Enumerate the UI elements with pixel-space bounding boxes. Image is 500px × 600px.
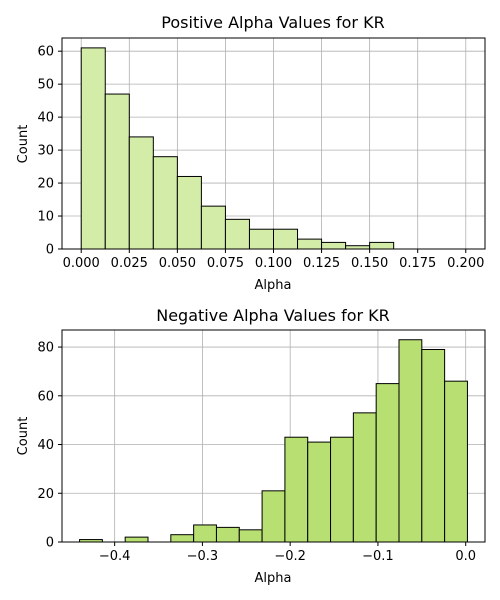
y-axis-label: Count bbox=[16, 125, 31, 164]
y-tick-label: 60 bbox=[37, 45, 54, 60]
histogram-bar bbox=[273, 228, 299, 250]
x-ticks: −0.4 −0.3 −0.2 −0.1 0.0 bbox=[99, 542, 476, 564]
x-tick-label: 0.150 bbox=[351, 256, 388, 271]
y-tick-label: 60 bbox=[37, 389, 54, 404]
y-tick-label: 20 bbox=[37, 487, 54, 502]
histogram-bar bbox=[248, 228, 275, 250]
histogram-bar bbox=[238, 529, 263, 543]
histogram-bar bbox=[170, 534, 195, 543]
x-axis-label: Alpha bbox=[255, 571, 292, 586]
x-tick-label: 0.0 bbox=[455, 549, 476, 564]
x-tick-label: 0.175 bbox=[399, 256, 436, 271]
histogram-bar bbox=[261, 490, 286, 543]
positive-alpha-histogram: Positive Alpha Values for KR 0.000 0.025 0… bbox=[16, 13, 486, 293]
x-tick-label: −0.2 bbox=[274, 549, 306, 564]
y-tick-label: 40 bbox=[37, 111, 54, 126]
x-tick-label: 0.075 bbox=[207, 256, 244, 271]
y-tick-label: 20 bbox=[37, 177, 54, 192]
y-tick-label: 0 bbox=[46, 243, 54, 258]
x-axis-label: Alpha bbox=[255, 278, 292, 293]
histogram-bar bbox=[284, 436, 309, 543]
histogram-bar bbox=[224, 218, 250, 250]
histogram-bar bbox=[375, 383, 400, 543]
x-tick-label: 0.200 bbox=[447, 256, 484, 271]
histogram-bar bbox=[297, 238, 323, 250]
histogram-bar bbox=[321, 241, 347, 250]
x-ticks: 0.000 0.025 0.050 0.075 0.100 0.125 0.150 0.175… bbox=[63, 249, 484, 271]
histogram-bars bbox=[80, 47, 395, 250]
y-tick-label: 80 bbox=[37, 341, 54, 356]
x-tick-label: 0.100 bbox=[255, 256, 292, 271]
y-tick-label: 50 bbox=[37, 78, 54, 93]
histogram-bar bbox=[124, 536, 149, 543]
histogram-bar bbox=[330, 436, 354, 543]
histogram-bar bbox=[152, 156, 178, 250]
chart-title: Positive Alpha Values for KR bbox=[161, 13, 384, 32]
histogram-bar bbox=[421, 348, 446, 543]
histogram-bar bbox=[200, 205, 226, 250]
x-tick-label: 0.050 bbox=[159, 256, 196, 271]
histogram-bar bbox=[104, 93, 130, 250]
histogram-bar bbox=[215, 526, 240, 543]
histogram-bar bbox=[176, 175, 202, 250]
y-ticks: 0 10 20 30 40 50 60 bbox=[37, 45, 62, 258]
x-tick-label: −0.3 bbox=[187, 549, 219, 564]
y-tick-label: 10 bbox=[37, 210, 54, 225]
histogram-bar bbox=[307, 441, 332, 543]
x-tick-label: −0.4 bbox=[99, 549, 131, 564]
y-tick-label: 40 bbox=[37, 438, 54, 453]
x-tick-label: 0.125 bbox=[303, 256, 340, 271]
histogram-bar bbox=[369, 241, 395, 250]
histogram-bars bbox=[79, 339, 468, 543]
histogram-bar bbox=[444, 380, 468, 543]
x-tick-label: 0.000 bbox=[63, 256, 100, 271]
histogram-bar bbox=[80, 47, 106, 250]
negative-alpha-histogram: Negative Alpha Values for KR −0.4 −0.3 −0.… bbox=[16, 306, 486, 586]
histogram-bar bbox=[352, 412, 377, 543]
chart-title: Negative Alpha Values for KR bbox=[156, 306, 390, 325]
axes-frame bbox=[61, 329, 486, 543]
y-ticks: 0 20 40 60 80 bbox=[37, 341, 62, 551]
y-axis-label: Count bbox=[16, 417, 31, 456]
y-tick-label: 0 bbox=[46, 536, 54, 551]
x-tick-label: 0.025 bbox=[111, 256, 148, 271]
histogram-bar bbox=[128, 136, 154, 250]
y-tick-label: 30 bbox=[37, 144, 54, 159]
x-tick-label: −0.1 bbox=[362, 549, 394, 564]
histogram-bar bbox=[193, 524, 217, 543]
histogram-bar bbox=[398, 339, 423, 543]
